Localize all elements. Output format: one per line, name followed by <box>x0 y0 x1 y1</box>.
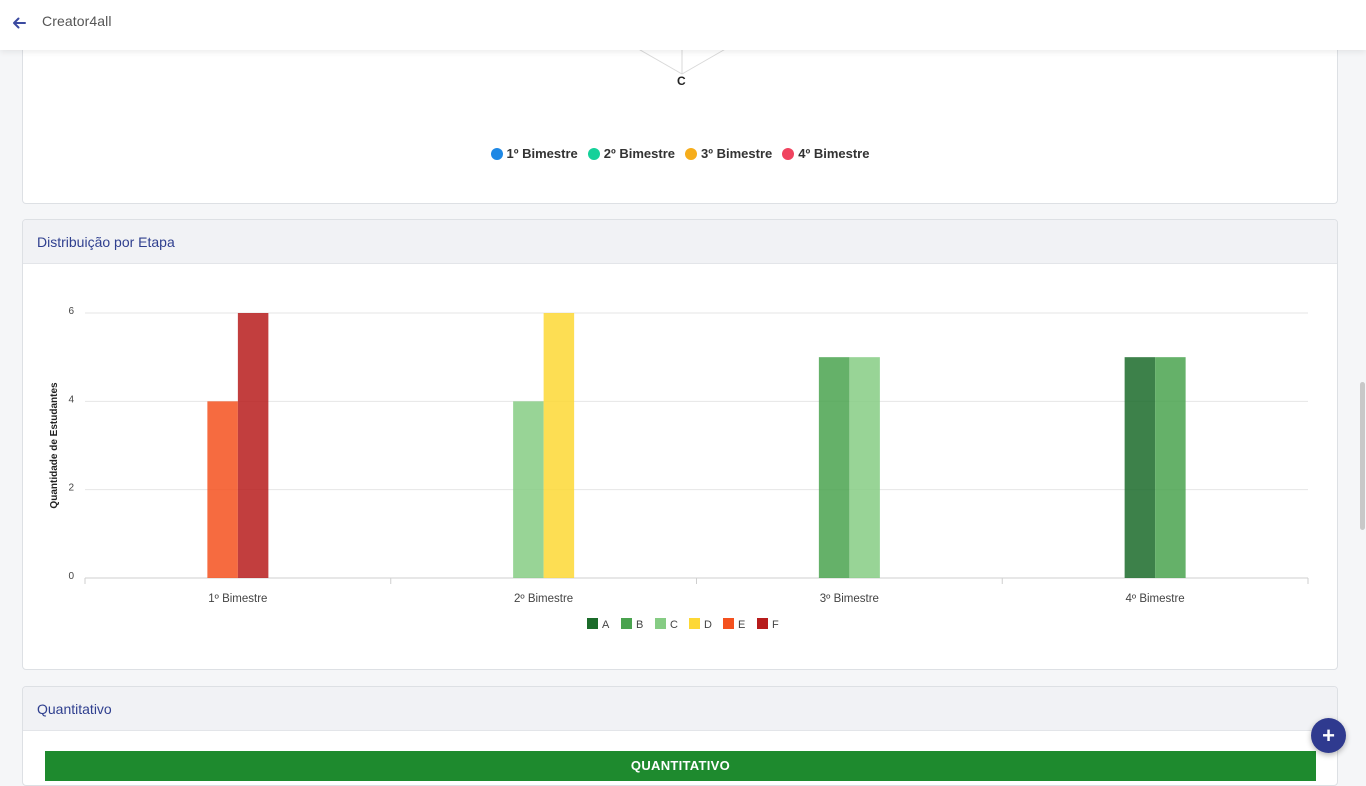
quantitativo-card: Quantitativo QUANTITATIVO <box>22 686 1338 786</box>
legend-swatch <box>689 618 700 629</box>
radar-chart-card: C 1º Bimestre 2º Bimestre 3º Bimestre 4º… <box>22 30 1338 204</box>
distribution-bar-chart: 0 2 4 6 Quantidade de Estudantes 1º Bimestre 2… <box>49 306 1309 631</box>
radar-legend-item[interactable]: 1º Bimestre <box>490 146 578 161</box>
radar-legend-label: 3º Bimestre <box>701 146 773 161</box>
legend-label: B <box>636 619 643 631</box>
quantitativo-card-header: Quantitativo <box>23 687 1337 731</box>
y-axis-label: Quantidade de Estudantes <box>49 382 60 509</box>
legend-dot <box>685 147 697 160</box>
top-bar: Creator4all <box>0 0 1366 50</box>
bar-d <box>543 313 575 578</box>
y-tick-label: 0 <box>68 571 74 582</box>
radar-legend-label: 2º Bimestre <box>603 146 675 161</box>
legend-swatch <box>757 618 768 629</box>
bar-c <box>849 357 880 578</box>
legend-dot <box>490 147 503 160</box>
bar-f <box>237 313 269 578</box>
distribution-card: Distribuição por Etapa 0 2 4 6 Quantidade de… <box>22 219 1338 670</box>
page-scrollbar[interactable] <box>1360 382 1365 530</box>
bar-e <box>207 401 238 578</box>
bar-c <box>513 401 544 578</box>
legend-label: C <box>670 619 678 631</box>
y-tick-label: 2 <box>68 483 74 494</box>
legend-label: E <box>738 619 745 631</box>
radar-grid-line-left <box>634 46 683 75</box>
legend-label: A <box>602 619 610 631</box>
y-tick-label: 4 <box>68 394 74 405</box>
radar-axis-label-c: C <box>677 74 686 88</box>
x-tick-label: 3º Bimestre <box>820 593 879 605</box>
app-title: Creator4all <box>42 13 112 29</box>
x-tick-label: 1º Bimestre <box>208 593 267 605</box>
y-tick-label: 6 <box>68 306 74 317</box>
radar-legend-item[interactable]: 2º Bimestre <box>587 146 675 161</box>
radar-legend-item[interactable]: 3º Bimestre <box>685 146 772 161</box>
radar-legend-item[interactable]: 4º Bimestre <box>782 146 869 161</box>
quantitativo-title: Quantitativo <box>37 700 112 717</box>
legend-swatch <box>655 618 666 629</box>
bar-b <box>818 357 850 578</box>
legend-swatch <box>621 618 632 629</box>
quantitativo-table-header: QUANTITATIVO <box>45 751 1316 781</box>
x-tick-label: 4º Bimestre <box>1126 593 1185 605</box>
radar-legend-label: 4º Bimestre <box>798 146 870 161</box>
x-tick-label: 2º Bimestre <box>514 593 573 605</box>
legend-label: F <box>772 619 779 631</box>
distribution-card-header: Distribuição por Etapa <box>23 220 1337 264</box>
radar-legend-label: 1º Bimestre <box>506 146 578 161</box>
legend-dot <box>587 147 600 160</box>
bar-a <box>1124 357 1156 578</box>
legend-swatch <box>723 618 734 629</box>
legend-dot <box>782 147 795 160</box>
arrow-left-icon <box>13 17 26 29</box>
legend-swatch <box>587 618 598 629</box>
bar-b <box>1155 357 1186 578</box>
distribution-title: Distribuição por Etapa <box>37 233 175 250</box>
legend-label: D <box>704 619 712 631</box>
radar-grid-line-right <box>681 46 730 75</box>
add-fab-button[interactable]: + <box>1311 718 1346 753</box>
radar-legend: 1º Bimestre 2º Bimestre 3º Bimestre 4º B… <box>23 146 1337 161</box>
back-button[interactable] <box>8 12 30 34</box>
